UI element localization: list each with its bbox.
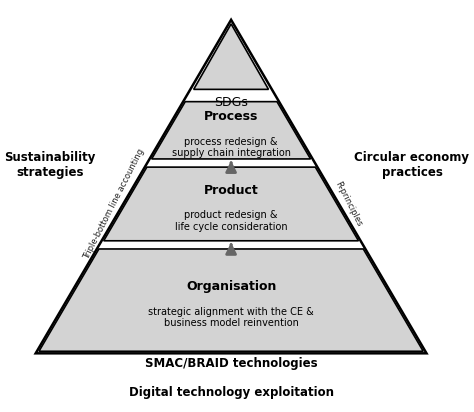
Text: R-principles: R-principles (333, 180, 364, 228)
Polygon shape (36, 20, 427, 353)
Text: Digital technology exploitation: Digital technology exploitation (128, 386, 334, 399)
Text: SDGs: SDGs (214, 96, 248, 108)
Text: strategic alignment with the CE &
business model reinvention: strategic alignment with the CE & busine… (148, 307, 314, 328)
Polygon shape (104, 167, 358, 241)
Polygon shape (194, 24, 268, 89)
Text: Organisation: Organisation (186, 280, 276, 293)
Text: SMAC/BRAID technologies: SMAC/BRAID technologies (145, 357, 318, 370)
Text: Triple-bottom line accounting: Triple-bottom line accounting (82, 147, 146, 261)
Text: product redesign &
life cycle consideration: product redesign & life cycle considerat… (175, 211, 287, 232)
Text: Product: Product (204, 184, 258, 197)
Polygon shape (39, 249, 423, 351)
Text: Process: Process (204, 110, 258, 123)
Text: process redesign &
supply chain integration: process redesign & supply chain integrat… (172, 137, 291, 158)
Text: Sustainability
strategies: Sustainability strategies (5, 151, 96, 179)
Text: Circular economy
practices: Circular economy practices (355, 151, 469, 179)
Polygon shape (152, 102, 310, 159)
